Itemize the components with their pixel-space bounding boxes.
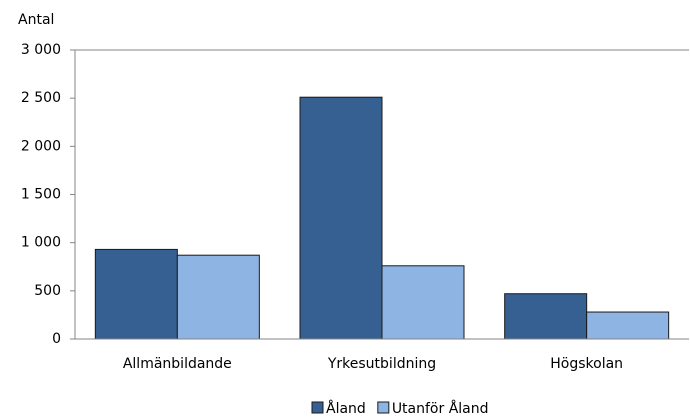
y-tick-label: 3 000 — [21, 42, 61, 58]
y-tick-label: 500 — [34, 283, 61, 299]
x-tick-label: Yrkesutbildning — [327, 356, 436, 372]
x-tick-label: Allmänbildande — [123, 356, 232, 372]
bar — [504, 293, 588, 340]
legend-swatch — [311, 401, 324, 414]
y-tick-label: 1 000 — [21, 235, 61, 251]
y-axis-label: Antal — [18, 12, 54, 28]
legend-label: Utanför Åland — [392, 400, 489, 417]
y-tick-label: 0 — [52, 331, 61, 347]
legend-label: Åland — [326, 400, 366, 417]
bar — [586, 311, 670, 340]
bar — [299, 96, 383, 340]
legend-swatch — [377, 401, 390, 414]
bar — [176, 254, 260, 340]
y-tick-label: 1 500 — [21, 187, 61, 203]
bar — [381, 265, 465, 340]
y-tick-label: 2 500 — [21, 90, 61, 106]
bar — [94, 248, 178, 340]
x-tick-label: Högskolan — [550, 356, 623, 372]
y-tick-label: 2 000 — [21, 138, 61, 154]
